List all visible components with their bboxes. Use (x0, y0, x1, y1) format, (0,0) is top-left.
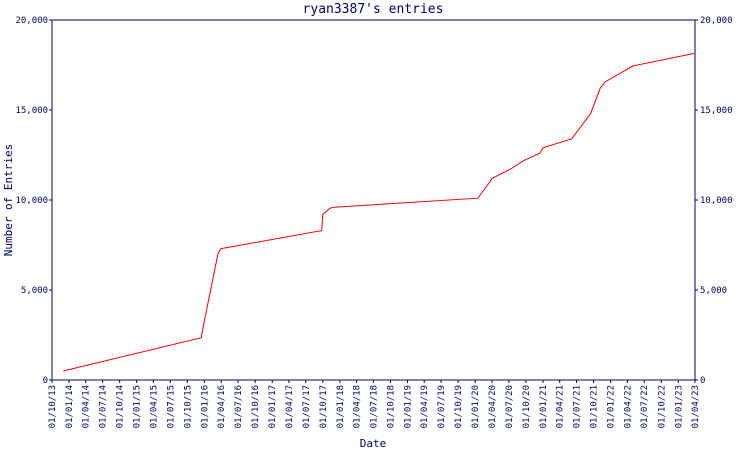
plot-frame (51, 19, 696, 381)
y-tick-label: 0 (43, 376, 48, 386)
y-tick-label: 15,000 (15, 106, 48, 116)
line-series (63, 52, 696, 372)
y-tick-label: 5,000 (21, 286, 48, 296)
x-tick-label: 01/01/18 (336, 385, 346, 428)
y-tick-label: 20,000 (15, 16, 48, 26)
x-tick-label: 01/04/23 (691, 385, 701, 428)
x-tick-label: 01/10/18 (386, 385, 396, 428)
x-tick-label: 01/10/15 (183, 385, 193, 428)
x-tick-label: 01/07/21 (573, 385, 583, 428)
x-tick-label: 01/01/17 (268, 385, 278, 428)
x-tick-label: 01/10/16 (251, 385, 261, 428)
x-tick-label: 01/04/14 (82, 385, 92, 428)
x-tick-label: 01/01/16 (200, 385, 210, 428)
x-tick-label: 01/10/20 (522, 385, 532, 428)
x-tick-label: 01/07/17 (302, 385, 312, 428)
x-tick-label: 01/01/20 (471, 385, 481, 428)
y2-tick-label: 10,000 (700, 196, 733, 206)
x-tick-label: 01/10/21 (590, 385, 600, 428)
x-tick-label: 01/04/18 (353, 385, 363, 428)
x-tick-label: 01/10/17 (319, 385, 329, 428)
y2-tick-label: 15,000 (700, 106, 733, 116)
x-tick-label: 01/07/16 (234, 385, 244, 428)
x-tick-label: 01/10/13 (48, 385, 58, 428)
x-tick-label: 01/04/16 (217, 385, 227, 428)
x-tick-label: 01/01/15 (133, 385, 143, 428)
x-tick-label: 01/01/23 (674, 385, 684, 428)
chart-title: ryan3387's entries (303, 2, 444, 17)
x-tick-label: 01/04/17 (285, 385, 295, 428)
x-tick-label: 01/04/20 (488, 385, 498, 428)
y-axis-label: Number of Entries (2, 144, 15, 257)
x-tick-label: 01/07/18 (369, 385, 379, 428)
x-tick-label: 01/10/19 (454, 385, 464, 428)
x-tick-label: 01/07/19 (437, 385, 447, 428)
x-tick-label: 01/07/20 (505, 385, 515, 428)
y2-tick-label: 20,000 (700, 16, 733, 26)
x-tick-label: 01/01/14 (65, 385, 75, 428)
x-tick-label: 01/04/19 (420, 385, 430, 428)
y-tick-label: 10,000 (15, 196, 48, 206)
x-tick-label: 01/04/22 (623, 385, 633, 428)
x-tick-label: 01/01/21 (539, 385, 549, 428)
x-tick-label: 01/07/22 (640, 385, 650, 428)
x-tick-label: 01/04/15 (149, 385, 159, 428)
y2-tick-label: 5,000 (700, 286, 727, 296)
x-tick-label: 01/01/22 (607, 385, 617, 428)
x-tick-label: 01/07/15 (166, 385, 176, 428)
x-tick-label: 01/01/19 (404, 385, 414, 428)
y2-tick-label: 0 (700, 376, 705, 386)
x-tick-label: 01/07/14 (99, 385, 109, 428)
x-tick-label: 01/04/21 (556, 385, 566, 428)
x-tick-label: 01/10/22 (657, 385, 667, 428)
x-tick-label: 01/10/14 (116, 385, 126, 428)
x-axis-label: Date (360, 437, 387, 450)
